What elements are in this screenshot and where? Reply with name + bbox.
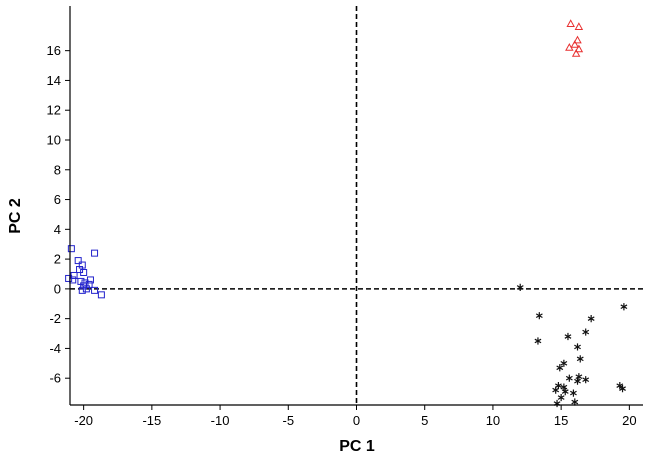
data-point-asterisk — [564, 332, 572, 341]
y-tick-label: 12 — [47, 103, 61, 118]
y-tick-label: -6 — [49, 371, 61, 386]
data-point-asterisk — [620, 303, 628, 311]
y-tick-label: -2 — [49, 311, 61, 326]
x-tick-label: -15 — [142, 413, 161, 428]
data-point-asterisk — [574, 377, 581, 385]
data-point-square — [65, 274, 73, 282]
data-point-asterisk — [616, 382, 624, 390]
data-point-asterisk — [565, 374, 573, 382]
data-point-asterisk — [552, 386, 560, 394]
data-point-asterisk — [516, 283, 524, 291]
y-tick-label: 4 — [54, 222, 61, 237]
data-point-asterisk — [534, 337, 542, 345]
data-point-asterisk — [560, 359, 568, 367]
data-point-asterisk — [561, 388, 569, 396]
data-point-triangle — [571, 49, 581, 57]
series-group-c — [516, 283, 628, 408]
data-point-asterisk — [556, 364, 564, 372]
series-group-a — [65, 245, 105, 299]
data-point-square — [82, 285, 90, 293]
y-tick-label: 6 — [54, 192, 61, 207]
data-point-asterisk — [574, 343, 581, 351]
x-tick-label: -5 — [283, 413, 295, 428]
data-point-square — [78, 286, 86, 294]
y-axis-title: PC 2 — [7, 198, 24, 234]
series-group-b — [565, 19, 584, 57]
x-axis-title: PC 1 — [339, 438, 375, 455]
data-point-asterisk — [560, 383, 568, 391]
data-point-square — [74, 257, 82, 265]
data-point-asterisk — [535, 312, 543, 320]
data-point-asterisk — [570, 389, 577, 397]
y-tick-label: 2 — [54, 252, 61, 267]
data-point-asterisk — [553, 399, 561, 408]
data-point-triangle — [565, 43, 574, 51]
x-tick-label: -20 — [74, 413, 93, 428]
x-tick-label: 15 — [554, 413, 568, 428]
data-point-triangle — [574, 22, 584, 30]
data-point-square — [86, 276, 94, 284]
data-point-triangle — [570, 40, 580, 48]
data-points — [65, 19, 628, 408]
y-tick-label: 10 — [47, 132, 61, 147]
y-tick-label: 16 — [47, 43, 61, 58]
data-point-asterisk — [582, 328, 590, 336]
x-tick-label: 10 — [486, 413, 500, 428]
y-tick-label: 8 — [54, 162, 61, 177]
x-tick-label: 0 — [353, 413, 360, 428]
data-point-square — [80, 268, 88, 276]
data-point-asterisk — [576, 355, 584, 363]
y-tick-label: -4 — [49, 341, 61, 356]
data-point-square — [97, 291, 105, 299]
data-point-asterisk — [619, 385, 626, 393]
data-point-triangle — [574, 44, 584, 53]
y-tick-label: 0 — [54, 281, 61, 296]
data-point-asterisk — [587, 315, 595, 323]
data-point-square — [91, 249, 99, 257]
x-tick-label: 20 — [622, 413, 636, 428]
data-point-triangle — [573, 35, 582, 44]
data-point-asterisk — [582, 376, 590, 384]
y-tick-label: 14 — [47, 73, 61, 88]
x-tick-label: -10 — [211, 413, 230, 428]
data-point-asterisk — [557, 393, 565, 402]
data-point-asterisk — [575, 373, 583, 381]
data-point-triangle — [566, 19, 575, 27]
x-tick-label: 5 — [421, 413, 428, 428]
reference-lines — [70, 6, 643, 405]
data-point-square — [67, 245, 75, 253]
data-point-square — [91, 286, 99, 294]
